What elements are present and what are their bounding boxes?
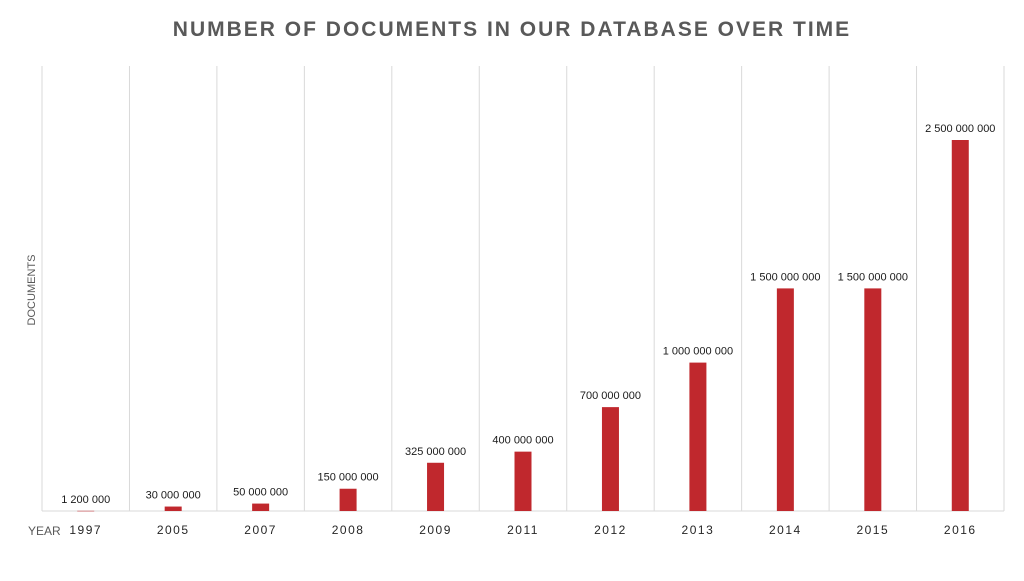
data-labels: 1 200 000 30 000 000 50 000 000 150 000 000… (61, 123, 995, 506)
x-tick-label-2008: 2008 (332, 523, 365, 537)
data-label-2016: 2 500 000 000 (925, 123, 995, 135)
data-label-2011: 400 000 000 (492, 435, 553, 447)
bar-2007 (252, 503, 270, 511)
bars (77, 140, 969, 512)
x-tick-label-2007: 2007 (244, 523, 277, 537)
data-label-1997: 1 200 000 (61, 494, 110, 506)
x-tick-label-1997: 1997 (69, 523, 102, 537)
gridlines (41, 66, 1005, 511)
x-axis-label: YEAR (28, 524, 61, 538)
data-label-2015: 1 500 000 000 (838, 271, 908, 283)
data-label-2014: 1 500 000 000 (750, 271, 820, 283)
chart-title: NUMBER OF DOCUMENTS IN OUR DATABASE OVER… (172, 18, 852, 41)
bar-2016 (951, 140, 969, 511)
data-label-2005: 30 000 000 (146, 490, 201, 502)
x-tick-label-2005: 2005 (157, 523, 190, 537)
x-tick-labels: 1997 2005 2007 2008 2009 2011 2012 2013 2014 2015… (69, 523, 977, 537)
x-tick-label-2013: 2013 (682, 523, 715, 537)
bar-2005 (164, 506, 182, 511)
data-label-2008: 150 000 000 (318, 472, 379, 484)
x-tick-label-2009: 2009 (419, 523, 452, 537)
bar-2011 (514, 451, 532, 511)
data-label-2007: 50 000 000 (233, 487, 288, 499)
x-tick-label-2016: 2016 (944, 523, 977, 537)
y-axis-label: DOCUMENTS (26, 255, 38, 326)
bar-2008 (339, 488, 357, 511)
x-tick-label-2012: 2012 (594, 523, 627, 537)
data-label-2013: 1 000 000 000 (663, 346, 733, 358)
x-tick-label-2015: 2015 (856, 523, 889, 537)
data-label-2012: 700 000 000 (580, 390, 641, 402)
data-label-2009: 325 000 000 (405, 446, 466, 458)
x-tick-label-2014: 2014 (769, 523, 802, 537)
bar-2015 (864, 288, 882, 511)
x-tick-label-2011: 2011 (507, 523, 539, 537)
bar-1997 (77, 510, 95, 512)
bar-2012 (601, 407, 619, 511)
bar-2009 (427, 462, 445, 511)
bar-2013 (689, 362, 707, 511)
bar-2014 (776, 288, 794, 511)
